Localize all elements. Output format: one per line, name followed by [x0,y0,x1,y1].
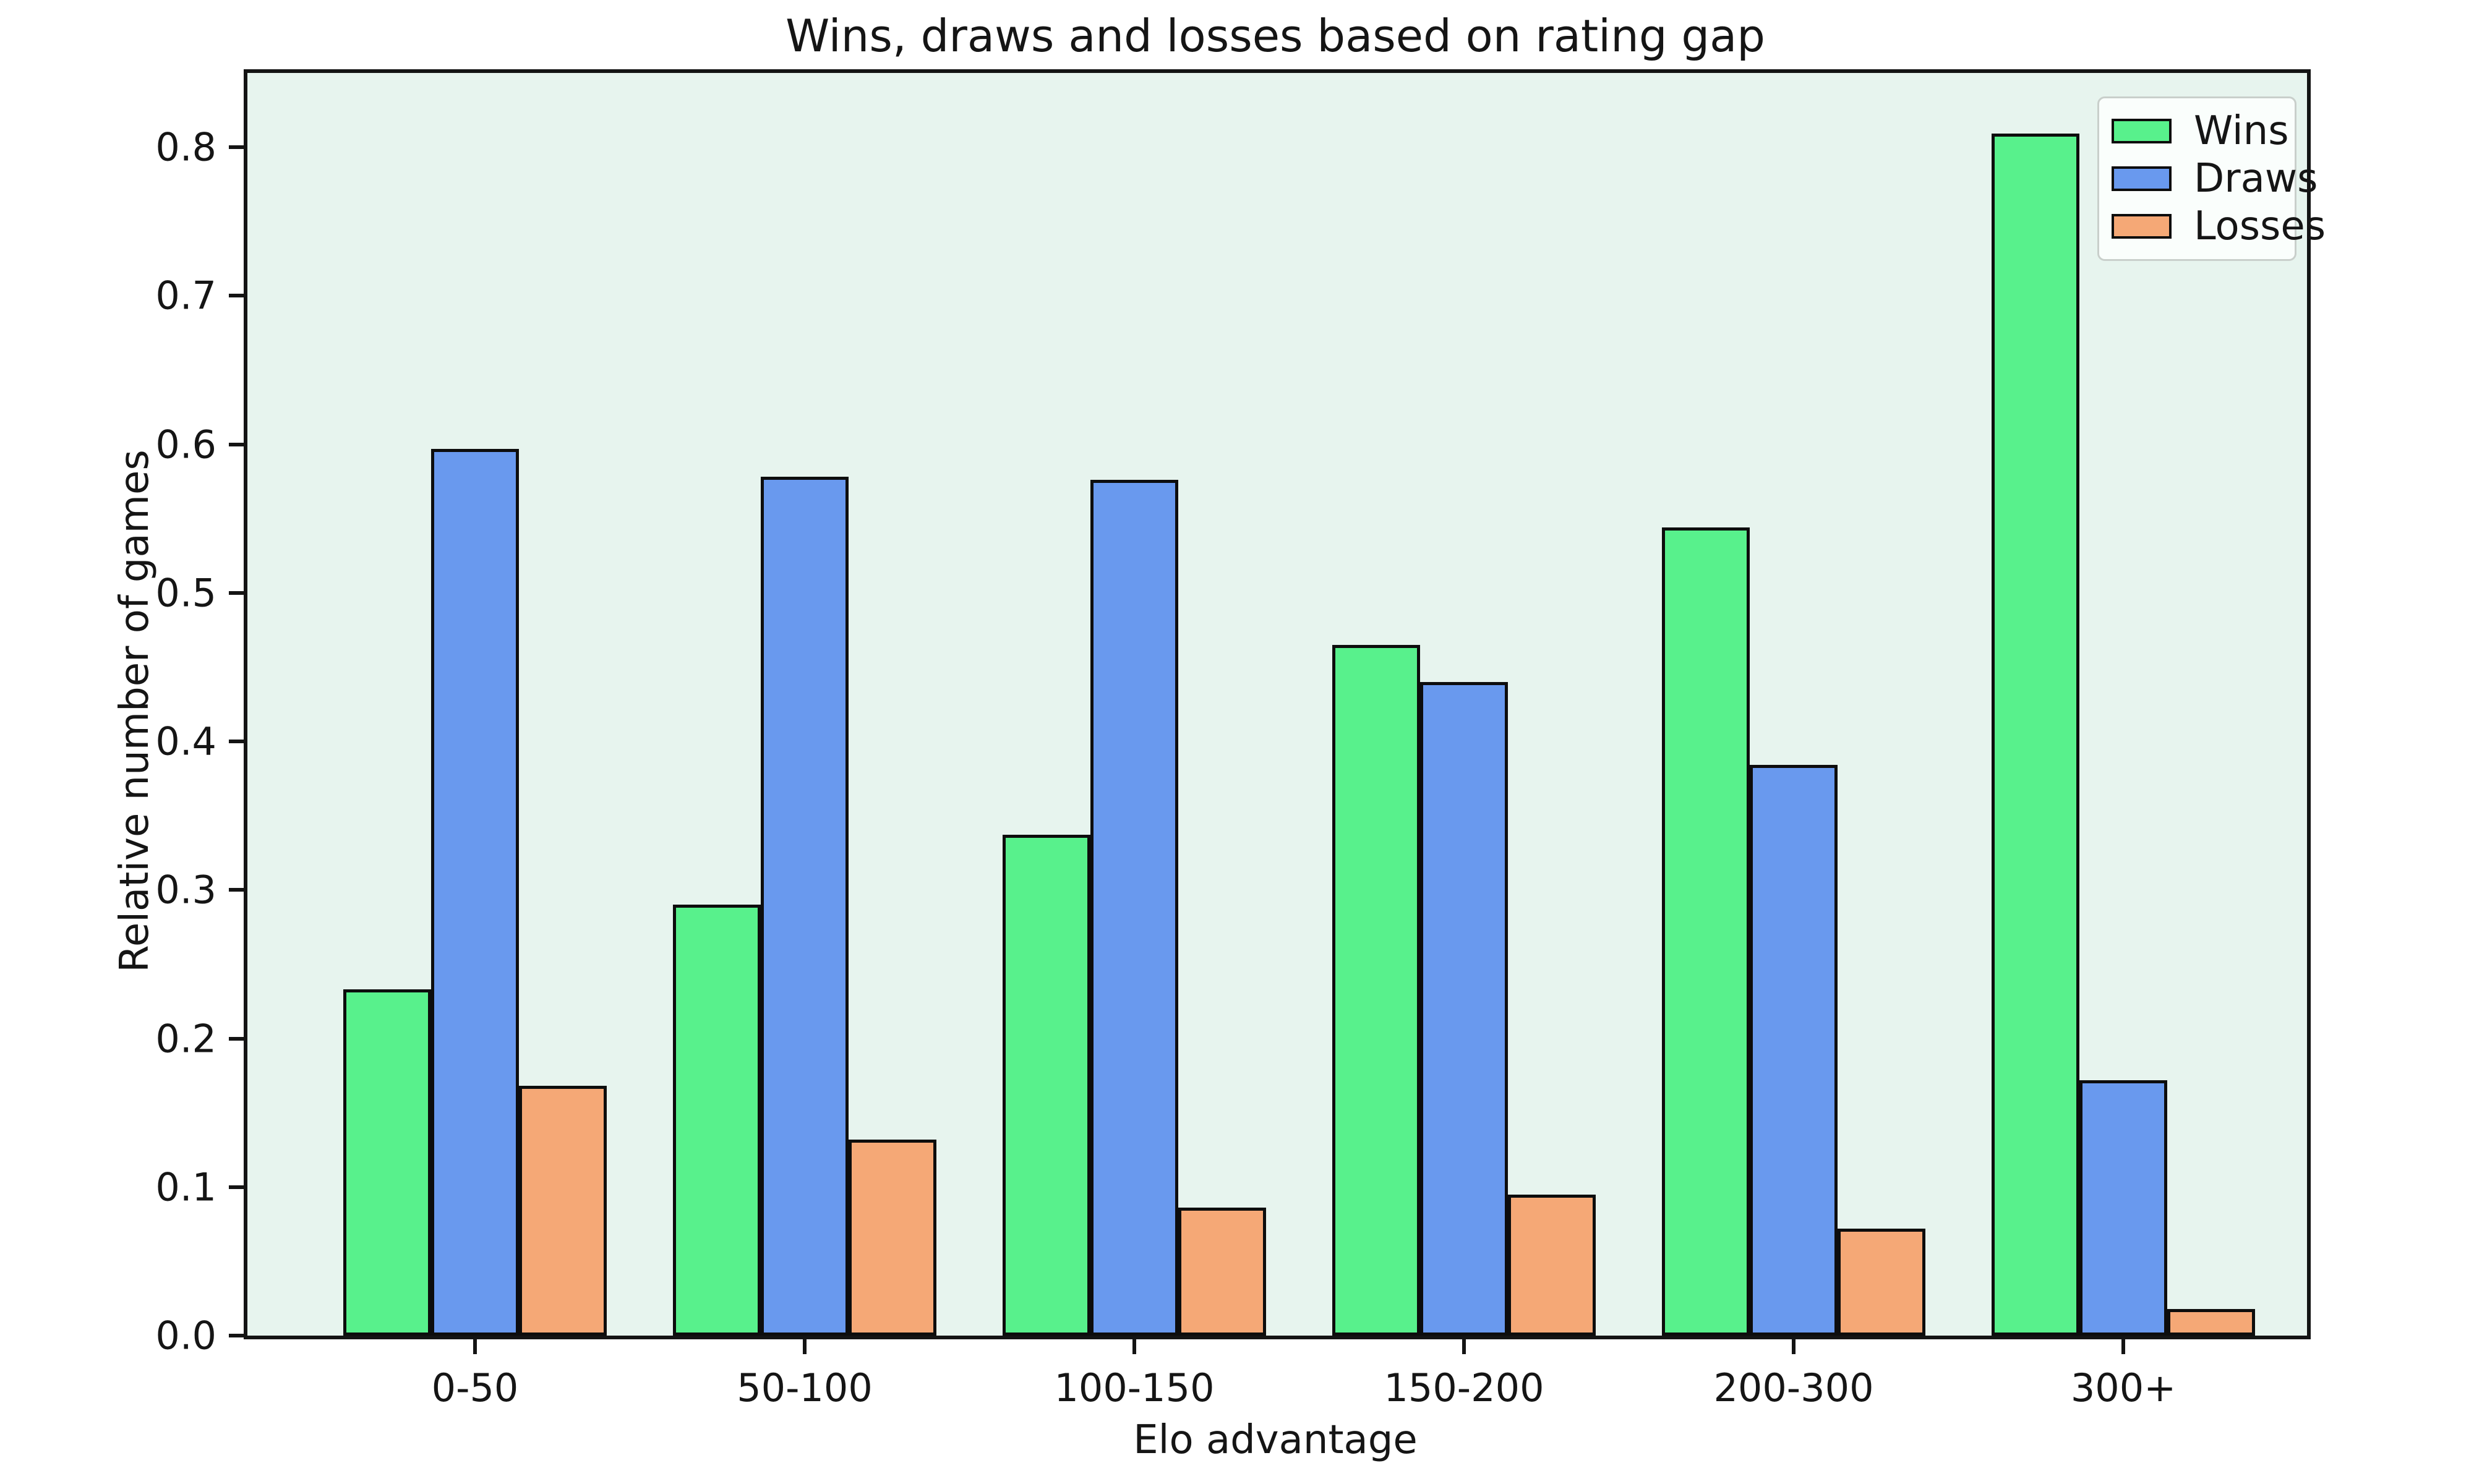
bar-wins-50-100 [673,905,761,1336]
x-tick-label-50-100: 50-100 [737,1365,873,1410]
losses-swatch-icon [2112,214,2172,239]
bar-losses-0-50 [519,1086,607,1336]
bar-draws-200-300 [1750,765,1838,1336]
x-tick-label-200-300: 200-300 [1713,1365,1874,1410]
y-tick-0.2 [229,1036,244,1041]
bar-wins-300+ [1992,134,2079,1336]
bar-wins-0-50 [343,989,431,1336]
draws-swatch-icon [2112,166,2172,191]
y-tick-label-0.4: 0.4 [155,719,216,764]
y-tick-label-0.3: 0.3 [155,867,216,913]
legend-label-losses: Losses [2194,203,2326,250]
x-tick-300+ [2121,1339,2125,1354]
bar-draws-0-50 [431,449,519,1336]
bar-draws-100-150 [1090,480,1178,1336]
y-tick-0.4 [229,740,244,744]
y-tick-0.5 [229,591,244,595]
bar-wins-150-200 [1332,645,1420,1336]
bar-losses-300+ [2167,1309,2255,1336]
bar-draws-50-100 [761,477,849,1336]
x-tick-200-300 [1792,1339,1796,1354]
y-tick-label-0.8: 0.8 [155,124,216,170]
bar-draws-150-200 [1420,682,1508,1336]
bar-wins-100-150 [1003,835,1090,1336]
y-tick-label-0.7: 0.7 [155,273,216,318]
y-tick-0.1 [229,1185,244,1189]
y-tick-label-0.0: 0.0 [155,1313,216,1358]
wins-swatch-icon [2112,118,2172,143]
y-tick-0.3 [229,888,244,892]
bar-losses-200-300 [1838,1229,1925,1336]
plot-area: Wins Draws Losses 0.0 0.1 0.2 0.3 0.4 0.5 0.6 0… [155,69,2326,1410]
y-tick-0.0 [229,1334,244,1337]
x-tick-50-100 [803,1339,807,1354]
legend-entry-losses: Losses [2112,207,2326,246]
y-tick-label-0.2: 0.2 [155,1016,216,1062]
x-axis-label: Elo advantage [1133,1417,1418,1463]
legend-entry-draws: Draws [2112,159,2318,198]
y-tick-0.8 [229,145,244,150]
x-tick-label-100-150: 100-150 [1054,1365,1215,1410]
bar-draws-300+ [2079,1080,2167,1336]
x-tick-label-0-50: 0-50 [431,1365,519,1410]
legend: Wins Draws Losses [2097,96,2326,261]
bar-losses-50-100 [849,1140,936,1336]
y-tick-label-0.6: 0.6 [155,422,216,467]
y-tick-0.6 [229,442,244,446]
legend-label-wins: Wins [2194,108,2289,154]
x-tick-100-150 [1132,1339,1136,1354]
y-tick-label-0.1: 0.1 [155,1164,216,1210]
x-tick-0-50 [473,1339,477,1354]
bar-losses-100-150 [1178,1208,1266,1336]
bar-wins-200-300 [1662,527,1750,1336]
legend-entry-wins: Wins [2112,111,2289,151]
y-tick-label-0.5: 0.5 [155,570,216,616]
x-tick-label-300+: 300+ [2070,1365,2177,1410]
y-tick-0.7 [229,294,244,298]
chart-title: Wins, draws and losses based on rating g… [785,10,1765,62]
legend-label-draws: Draws [2194,155,2318,202]
x-tick-150-200 [1462,1339,1466,1354]
x-tick-label-150-200: 150-200 [1384,1365,1544,1410]
bar-losses-150-200 [1508,1195,1596,1336]
